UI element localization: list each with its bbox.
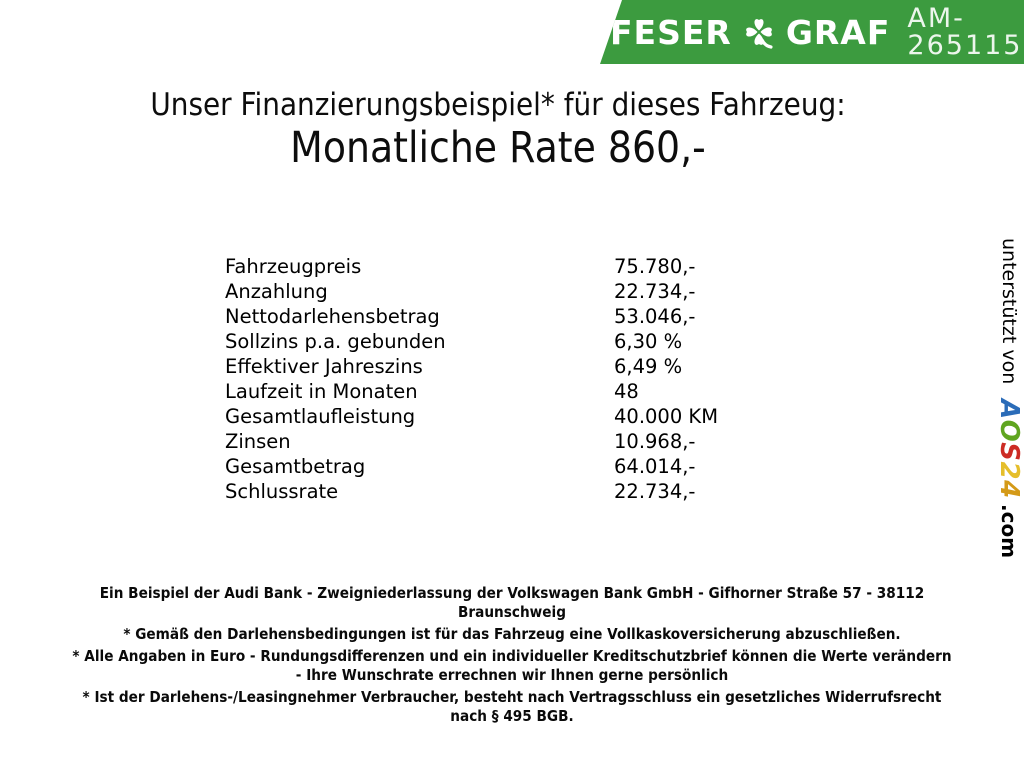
aos24-logo-letter: 2 <box>994 461 1024 481</box>
finance-label: Gesamtlaufleistung <box>225 405 416 428</box>
disclaimer-line: * Gemäß den Darlehensbedingungen ist für… <box>123 625 901 643</box>
disclaimer-line: * Alle Angaben in Euro - Rundungsdiffere… <box>72 647 952 665</box>
finance-value: 48 <box>614 380 639 403</box>
finance-value: 6,49 % <box>614 355 683 378</box>
disclaimer-line: * Ist der Darlehens-/Leasingnehmer Verbr… <box>82 688 942 706</box>
page-title: Unser Finanzierungsbeispiel* für dieses … <box>150 87 846 123</box>
aos24-logo: AOS24 <box>994 399 1024 499</box>
finance-label: Nettodarlehensbetrag <box>225 305 440 328</box>
offer-reference-number: AM-265115 <box>907 3 1023 61</box>
finance-value: 22.734,- <box>614 280 696 303</box>
finance-value: 53.046,- <box>614 305 696 328</box>
disclaimer-line: nach § 495 BGB. <box>450 707 574 725</box>
disclaimer-block: Ein Beispiel der Audi Bank - Zweignieder… <box>0 584 1024 726</box>
finance-label: Fahrzeugpreis <box>225 255 362 278</box>
supported-by-label: unterstützt von <box>998 238 1020 391</box>
brand-banner: FESER GRAF AM-265115 <box>600 0 1024 64</box>
aos24-logo-letter: O <box>994 419 1024 443</box>
finance-label: Zinsen <box>225 430 291 453</box>
finance-value: 6,30 % <box>614 330 683 353</box>
disclaimer-line: Braunschweig <box>458 603 566 621</box>
finance-table: Fahrzeugpreis 75.780,- Anzahlung 22.734,… <box>225 254 718 504</box>
finance-label: Gesamtbetrag <box>225 455 366 478</box>
brand-name-left: FESER <box>610 12 732 52</box>
finance-label: Sollzins p.a. gebunden <box>225 330 446 353</box>
aos24-logo-letter: 4 <box>994 480 1024 499</box>
finance-value: 40.000 KM <box>614 405 719 428</box>
finance-value: 10.968,- <box>614 430 696 453</box>
finance-label: Effektiver Jahreszins <box>225 355 423 378</box>
finance-value: 75.780,- <box>614 255 696 278</box>
disclaimer-line: Ein Beispiel der Audi Bank - Zweignieder… <box>99 584 925 602</box>
aos24-logo-letter: A <box>994 399 1024 420</box>
aos24-domain-suffix: .com <box>997 503 1021 558</box>
disclaimer-line: - Ihre Wunschrate errechnen wir Ihnen ge… <box>295 666 729 684</box>
finance-value: 64.014,- <box>614 455 696 478</box>
finance-label: Anzahlung <box>225 280 328 303</box>
supported-by-strip: unterstützt von AOS24 .com <box>994 238 1024 558</box>
finance-label: Laufzeit in Monaten <box>225 380 418 403</box>
clover-icon <box>741 14 777 50</box>
aos24-logo-letter: S <box>994 442 1024 462</box>
finance-label: Schlussrate <box>225 480 339 503</box>
monthly-rate-headline: Monatliche Rate 860,- <box>290 123 706 173</box>
finance-value: 22.734,- <box>614 480 696 503</box>
brand-name-right: GRAF <box>785 12 891 52</box>
